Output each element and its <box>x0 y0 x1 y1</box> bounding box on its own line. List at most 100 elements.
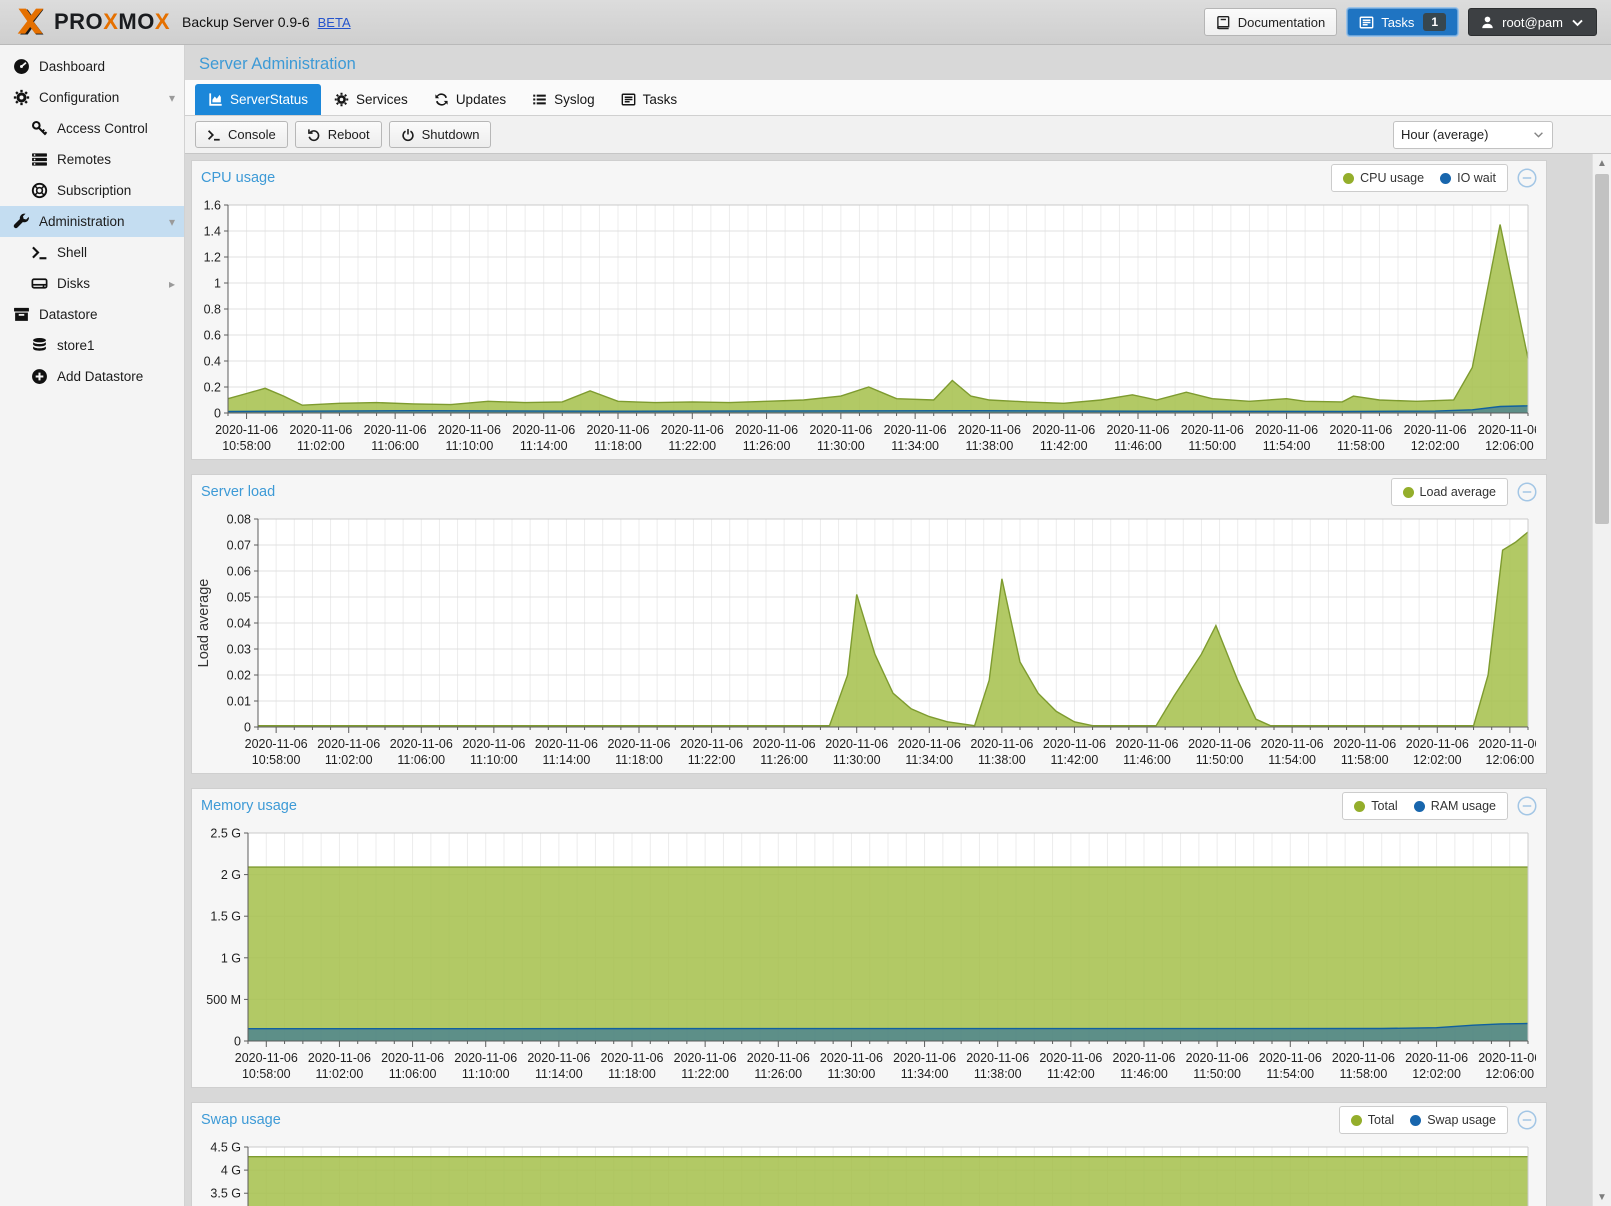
sidebar-item-access-control[interactable]: Access Control <box>0 113 184 144</box>
tab-syslog[interactable]: Syslog <box>519 84 608 115</box>
scrollbar-thumb[interactable] <box>1595 174 1609 524</box>
chevron-down-icon <box>1570 15 1585 30</box>
book-icon <box>1216 15 1231 30</box>
svg-text:2020-11-06: 2020-11-06 <box>1404 423 1467 437</box>
tab-updates[interactable]: Updates <box>421 84 519 115</box>
page-title: Server Administration <box>185 45 1611 80</box>
svg-text:2020-11-06: 2020-11-06 <box>308 1051 371 1065</box>
svg-text:11:14:00: 11:14:00 <box>535 1067 583 1081</box>
sidebar-item-configuration[interactable]: Configuration <box>0 82 184 113</box>
chevron-down-icon[interactable] <box>169 216 175 228</box>
server-load-panel: Server load Load average 0 0.01 0.02 0.03 0.… <box>191 474 1547 774</box>
svg-text:0.2: 0.2 <box>204 381 221 395</box>
tasks-count-badge: 1 <box>1423 13 1447 31</box>
svg-text:2020-11-06: 2020-11-06 <box>825 737 888 751</box>
svg-text:2020-11-06: 2020-11-06 <box>600 1051 663 1065</box>
svg-text:2020-11-06: 2020-11-06 <box>970 737 1033 751</box>
svg-text:0.08: 0.08 <box>227 513 251 527</box>
user-menu-button[interactable]: root@pam <box>1468 8 1597 36</box>
legend-item[interactable]: Total <box>1354 799 1398 813</box>
scroll-up-arrow[interactable]: ▲ <box>1597 157 1607 169</box>
chart-legend: Total Swap usage <box>1338 1106 1508 1134</box>
svg-text:0.01: 0.01 <box>227 695 251 709</box>
tab-serverstatus[interactable]: ServerStatus <box>195 84 322 115</box>
archive-box-icon <box>13 306 30 323</box>
console-button[interactable]: Console <box>195 121 288 148</box>
svg-text:Load average: Load average <box>196 579 212 668</box>
svg-text:2020-11-06: 2020-11-06 <box>1186 1051 1249 1065</box>
vertical-scrollbar[interactable]: ▲ ▼ <box>1592 154 1611 1206</box>
legend-item[interactable]: Total <box>1350 1113 1394 1127</box>
wrench-icon <box>13 213 30 230</box>
svg-text:0.06: 0.06 <box>227 565 251 579</box>
sidebar-item-shell[interactable]: Shell <box>0 237 184 268</box>
sidebar-item-administration[interactable]: Administration <box>0 206 184 237</box>
svg-text:11:22:00: 11:22:00 <box>681 1067 729 1081</box>
svg-text:2020-11-06: 2020-11-06 <box>1112 1051 1175 1065</box>
legend-item[interactable]: CPU usage <box>1343 171 1424 185</box>
svg-text:11:26:00: 11:26:00 <box>754 1067 802 1081</box>
tasks-button[interactable]: Tasks 1 <box>1347 8 1459 36</box>
chart-legend: CPU usage IO wait <box>1331 164 1508 192</box>
sidebar-item-datastore[interactable]: Datastore <box>0 299 184 330</box>
legend-item[interactable]: Load average <box>1402 485 1496 499</box>
sidebar-item-disks[interactable]: Disks <box>0 268 184 299</box>
legend-item[interactable]: RAM usage <box>1413 799 1496 813</box>
svg-text:2020-11-06: 2020-11-06 <box>898 737 961 751</box>
chart-legend: Total RAM usage <box>1342 792 1508 820</box>
content-area: CPU usage CPU usage IO wait 0 0.2 0.4 0.6 0.… <box>185 154 1611 1206</box>
svg-text:2020-11-06: 2020-11-06 <box>1478 737 1536 751</box>
documentation-button[interactable]: Documentation <box>1203 8 1338 36</box>
gears-icon <box>13 89 30 106</box>
tab-services[interactable]: Services <box>321 84 421 115</box>
legend-dot <box>1440 172 1452 184</box>
brand-wordmark: PROXMOX <box>54 9 171 34</box>
svg-text:11:34:00: 11:34:00 <box>905 753 953 767</box>
legend-item[interactable]: Swap usage <box>1410 1113 1496 1127</box>
svg-text:2020-11-06: 2020-11-06 <box>674 1051 737 1065</box>
reboot-button[interactable]: Reboot <box>294 121 382 148</box>
svg-text:2020-11-06: 2020-11-06 <box>1332 1051 1395 1065</box>
svg-text:2 G: 2 G <box>221 868 241 882</box>
beta-link[interactable]: BETA <box>317 14 351 30</box>
svg-text:0.02: 0.02 <box>227 669 251 683</box>
sidebar-item-store1[interactable]: store1 <box>0 330 184 361</box>
sidebar-item-add-datastore[interactable]: Add Datastore <box>0 361 184 392</box>
task-list-icon <box>1359 15 1374 30</box>
shutdown-button[interactable]: Shutdown <box>388 121 492 148</box>
tab-tasks[interactable]: Tasks <box>608 84 691 115</box>
collapse-panel-icon[interactable] <box>1517 168 1537 188</box>
svg-text:2020-11-06: 2020-11-06 <box>381 1051 444 1065</box>
legend-item[interactable]: IO wait <box>1440 171 1496 185</box>
svg-text:11:30:00: 11:30:00 <box>833 753 881 767</box>
svg-text:11:42:00: 11:42:00 <box>1047 1067 1095 1081</box>
collapse-panel-icon[interactable] <box>1517 1110 1537 1130</box>
chevron-right-icon[interactable] <box>169 278 175 290</box>
svg-text:0.04: 0.04 <box>227 617 251 631</box>
svg-text:11:30:00: 11:30:00 <box>828 1067 876 1081</box>
collapse-panel-icon[interactable] <box>1517 796 1537 816</box>
svg-text:2020-11-06: 2020-11-06 <box>289 423 352 437</box>
svg-text:11:50:00: 11:50:00 <box>1188 439 1236 453</box>
sidebar-item-subscription[interactable]: Subscription <box>0 175 184 206</box>
svg-text:2020-11-06: 2020-11-06 <box>1043 737 1106 751</box>
scroll-down-arrow[interactable]: ▼ <box>1597 1191 1607 1203</box>
chevron-down-icon[interactable] <box>169 92 175 104</box>
svg-text:2020-11-06: 2020-11-06 <box>1478 423 1536 437</box>
collapse-panel-icon[interactable] <box>1517 482 1537 502</box>
svg-text:12:02:00: 12:02:00 <box>1413 753 1462 767</box>
svg-text:2020-11-06: 2020-11-06 <box>958 423 1021 437</box>
svg-text:11:46:00: 11:46:00 <box>1120 1067 1168 1081</box>
svg-text:12:06:00: 12:06:00 <box>1486 753 1535 767</box>
svg-text:2020-11-06: 2020-11-06 <box>680 737 743 751</box>
svg-text:11:42:00: 11:42:00 <box>1040 439 1088 453</box>
sidebar-item-dashboard[interactable]: Dashboard <box>0 51 184 82</box>
svg-text:1.6: 1.6 <box>204 199 221 213</box>
svg-text:2020-11-06: 2020-11-06 <box>1478 1051 1536 1065</box>
time-range-select[interactable]: Hour (average) <box>1393 120 1553 149</box>
legend-dot <box>1410 1114 1422 1126</box>
svg-text:2020-11-06: 2020-11-06 <box>1255 423 1318 437</box>
sidebar-item-remotes[interactable]: Remotes <box>0 144 184 175</box>
